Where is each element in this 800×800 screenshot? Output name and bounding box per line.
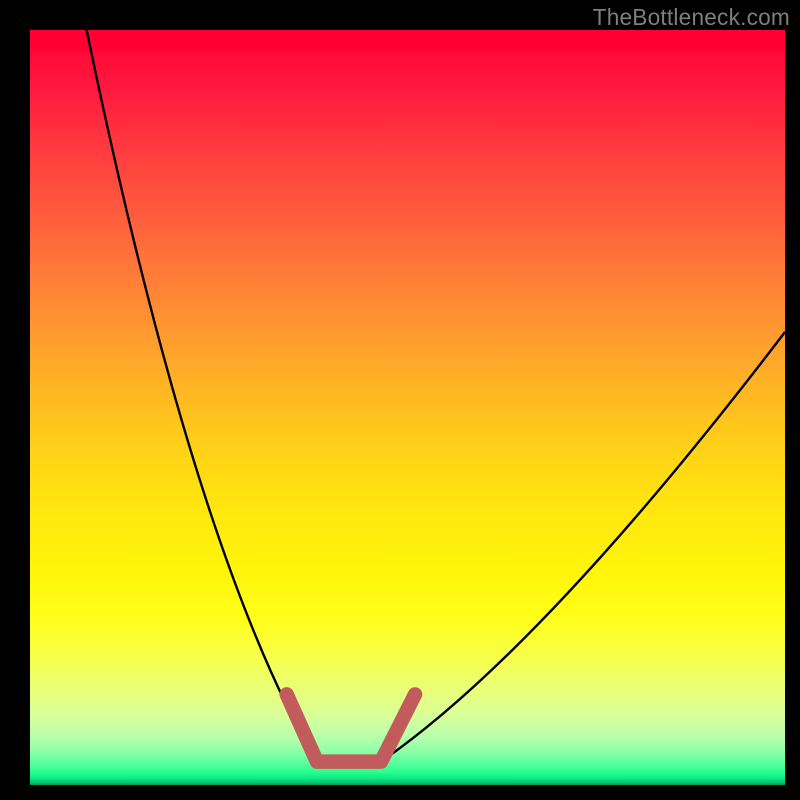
- chart-container: TheBottleneck.com: [0, 0, 800, 800]
- watermark-text: TheBottleneck.com: [593, 4, 790, 31]
- bottleneck-chart: [0, 0, 800, 800]
